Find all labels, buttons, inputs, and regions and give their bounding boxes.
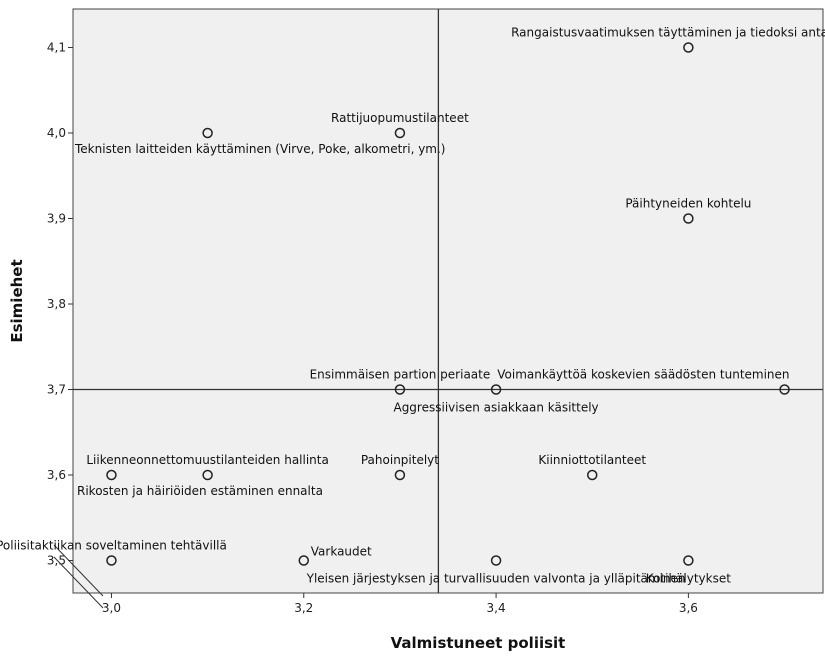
data-point-label: Rattijuopumustilanteet (331, 111, 469, 125)
axis-break-line (53, 544, 104, 597)
x-tick-label: 3,0 (102, 601, 121, 615)
data-point-label: Kotihälytykset (646, 572, 731, 586)
data-point (779, 384, 790, 395)
data-point-label: Kiinniottotilanteet (538, 453, 646, 467)
data-point-label: Ensimmäisen partion periaate (310, 367, 491, 381)
data-point-label: Pahoinpitelyt (361, 453, 439, 467)
data-point (490, 555, 502, 566)
y-axis-title: Esimiehet (8, 259, 26, 342)
data-point-label: Rangaistusvaatimuksen täyttäminen ja tie… (511, 25, 825, 39)
data-point (394, 127, 406, 139)
data-point-label: Liikenneonnettomuustilanteiden hallinta (86, 453, 329, 467)
data-point-label: Päihtyneiden kohtelu (625, 196, 751, 210)
data-points: Rangaistusvaatimuksen täyttäminen ja tie… (0, 25, 825, 585)
y-tick-label: 3,6 (47, 468, 66, 482)
x-tick-label: 3,2 (294, 601, 313, 615)
data-point-label: Teknisten laitteiden käyttäminen (Virve,… (74, 142, 445, 156)
data-point (683, 555, 694, 566)
data-point-label: Yleisen järjestyksen ja turvallisuuden v… (306, 572, 686, 586)
data-point (202, 469, 213, 481)
x-axis-title: Valmistuneet poliisit (391, 634, 566, 652)
reference-lines (73, 9, 823, 593)
y-tick-label: 3,9 (47, 211, 66, 225)
data-point-label: Aggressiivisen asiakkaan käsittely (393, 400, 598, 414)
data-point (106, 555, 117, 566)
data-point-label: Voimankäyttöä koskevien säädösten tuntem… (497, 367, 789, 381)
y-tick-label: 3,8 (47, 297, 66, 311)
data-point (586, 469, 598, 481)
y-tick-label: 4,0 (47, 126, 66, 140)
y-tick-label: 3,7 (47, 382, 66, 396)
data-point-label: Poliisitaktiikan soveltaminen tehtävillä (0, 539, 227, 553)
data-point (298, 555, 310, 566)
data-point (106, 469, 117, 481)
data-point (394, 384, 406, 395)
x-tick-label: 3,4 (487, 601, 506, 615)
data-point (683, 213, 694, 224)
y-tick-label: 3,5 (47, 554, 66, 568)
data-point-label: Rikosten ja häiriöiden estäminen ennalta (77, 484, 323, 498)
data-point-label: Varkaudet (311, 545, 372, 559)
x-axis: 3,0 3,2 3,4 3,6 (102, 593, 698, 615)
axis-break-mark (53, 544, 104, 609)
data-point (490, 384, 502, 395)
x-tick-label: 3,6 (679, 601, 698, 615)
plot-area (72, 8, 824, 594)
data-point (394, 469, 406, 481)
data-point (683, 42, 694, 53)
data-point (202, 127, 213, 139)
axis-break-line (53, 556, 104, 609)
y-tick-label: 4,1 (47, 40, 66, 54)
y-axis: 3,5 3,6 3,7 3,8 3,9 4,0 4,1 (47, 40, 73, 568)
